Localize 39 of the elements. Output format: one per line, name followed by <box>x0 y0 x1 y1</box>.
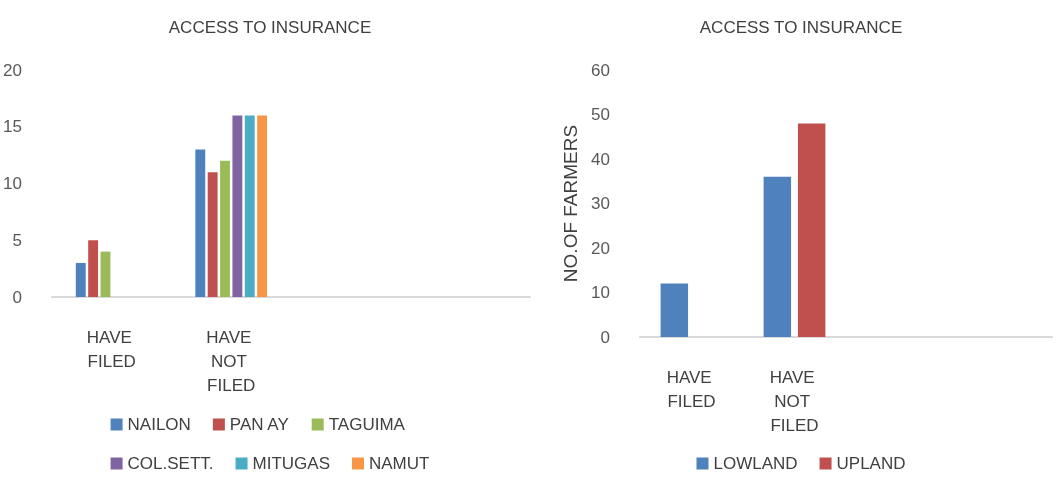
y-tick-label: 10 <box>591 283 610 302</box>
bar <box>244 115 255 297</box>
y-tick-label: 0 <box>12 287 22 307</box>
bar <box>797 123 826 337</box>
legend-label: LOWLAND <box>713 454 798 473</box>
bar <box>100 251 111 297</box>
legend-label: MITUGAS <box>252 454 330 473</box>
bar <box>207 172 218 297</box>
y-tick-label: 50 <box>591 105 610 124</box>
y-tick-label: 30 <box>591 194 610 213</box>
bar <box>195 149 206 297</box>
legend-label: PAN AY <box>229 415 289 434</box>
y-tick-label: 20 <box>591 238 610 258</box>
legend-label: UPLAND <box>836 454 906 473</box>
y-tick-label: 10 <box>2 174 22 193</box>
legend-label: NAILON <box>127 415 191 434</box>
bar <box>257 115 268 297</box>
bar <box>220 160 230 297</box>
bar <box>75 262 86 297</box>
y-tick-label: 5 <box>12 230 22 250</box>
bar <box>660 283 689 337</box>
x-tick-label: HAVE FILED <box>86 327 137 371</box>
x-tick-label: HAVE NOT FILED <box>769 367 820 435</box>
y-tick-label: 60 <box>591 60 610 80</box>
y-tick-label: 20 <box>2 60 22 80</box>
bar <box>763 176 792 337</box>
bar <box>88 240 99 297</box>
y-tick-label: 15 <box>2 117 22 137</box>
chart-title: ACCESS TO INSURANCE <box>699 18 903 37</box>
legend-label: NAMUT <box>368 454 430 473</box>
legend-label: COL.SETT. <box>127 454 214 473</box>
legend-label: TAGUIMA <box>328 415 406 434</box>
y-tick-label: 0 <box>600 327 610 347</box>
bar <box>232 115 243 297</box>
x-tick-label: HAVE NOT FILED <box>206 327 257 395</box>
x-tick-label: HAVE FILED <box>666 367 717 411</box>
chart-title: ACCESS TO INSURANCE <box>168 18 372 37</box>
y-axis-title: NO.OF FARMERS <box>560 124 582 283</box>
y-tick-label: 40 <box>591 149 610 169</box>
